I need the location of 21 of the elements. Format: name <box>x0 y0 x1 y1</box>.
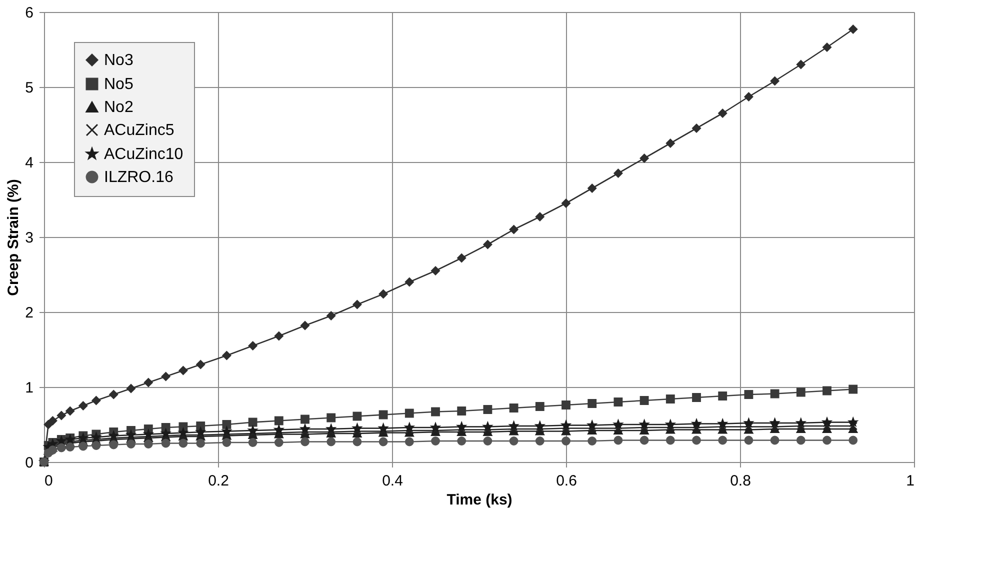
legend-label: ILZRO.16 <box>104 169 174 186</box>
y-tick-label: 1 <box>25 380 34 396</box>
legend-label: No3 <box>104 52 134 69</box>
y-axis-title: Creep Strain (%) <box>5 179 22 296</box>
legend-label: No2 <box>104 99 134 116</box>
x-tick-label: 0.2 <box>208 472 229 490</box>
y-tick-label: 3 <box>25 230 34 246</box>
y-tick-label: 0 <box>25 454 34 472</box>
x-axis-title: Time (ks) <box>446 492 512 508</box>
x-tick-label: 1 <box>906 472 914 490</box>
y-tick-label: 5 <box>25 80 34 96</box>
x-tick-label: 0.6 <box>556 472 577 490</box>
x-tick-label: 0.8 <box>730 472 751 490</box>
y-tick-label: 4 <box>25 154 34 172</box>
x-tick-label: 0.4 <box>382 472 403 490</box>
y-tick-label: 2 <box>25 304 34 322</box>
x-tick-label: 0 <box>44 472 53 490</box>
legend-label: ACuZinc10 <box>104 146 184 163</box>
legend-label: No5 <box>104 76 134 93</box>
y-tick-label: 6 <box>25 4 34 22</box>
legend-label: ACuZinc5 <box>104 122 174 139</box>
